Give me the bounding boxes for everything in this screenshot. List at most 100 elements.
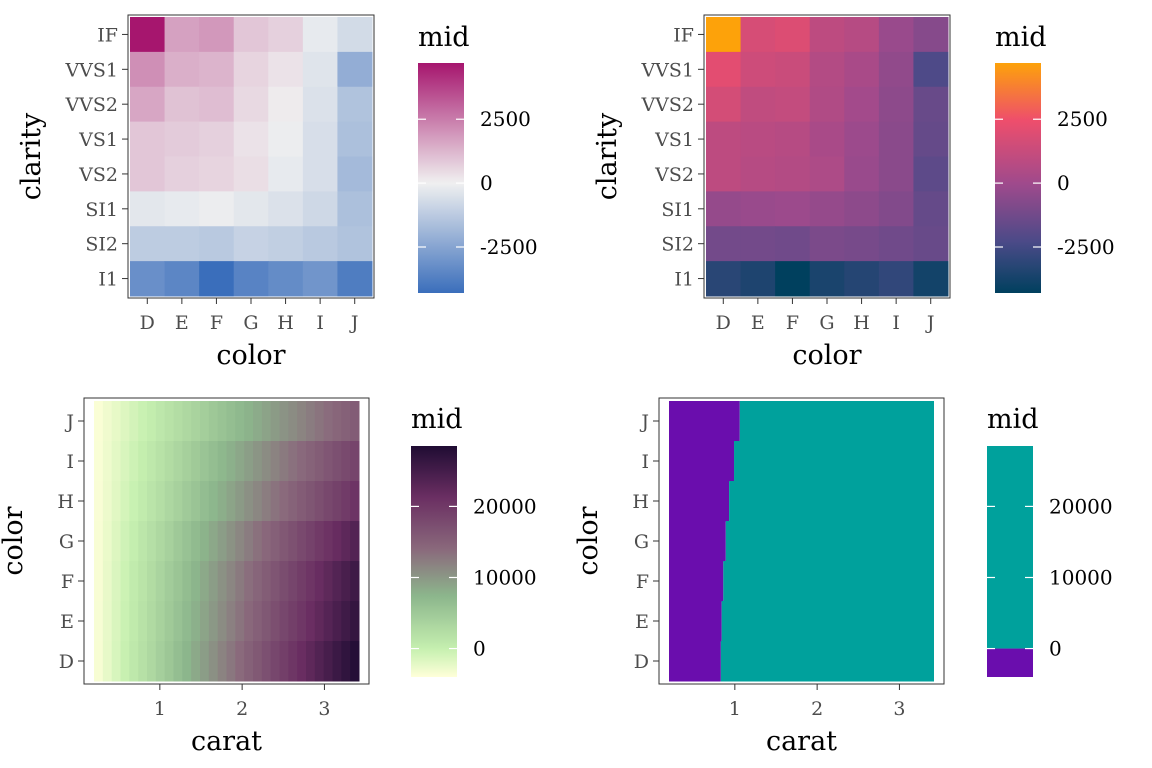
heatmap-tile — [323, 441, 333, 482]
heatmap-tile — [164, 561, 174, 602]
heatmap-tile — [138, 601, 148, 642]
heatmap-tile — [341, 521, 351, 562]
heatmap-tile — [306, 401, 316, 442]
heatmap-tile — [332, 401, 342, 442]
heatmap-tile — [913, 121, 949, 157]
heatmap-tile — [878, 156, 914, 192]
heatmap-tile — [111, 601, 121, 642]
heatmap-tile — [878, 226, 914, 262]
y-tick-label: VVS1 — [64, 59, 118, 81]
legend-colorbar — [987, 446, 1033, 649]
heatmap-tile — [775, 156, 811, 192]
heatmap-tile — [155, 481, 166, 522]
heatmap-tile — [279, 481, 289, 522]
x-tick-label: 3 — [318, 698, 330, 720]
heatmap-tile — [844, 86, 880, 123]
heatmap-tile — [164, 401, 174, 442]
heatmap-tile — [775, 17, 811, 53]
heatmap-tile — [669, 481, 730, 522]
heatmap-tile — [111, 521, 121, 562]
heatmap-tile — [244, 521, 254, 562]
heatmap-tile — [138, 561, 148, 602]
heatmap-tile — [314, 521, 325, 562]
heatmap-tile — [314, 441, 325, 482]
heatmap-tile — [253, 441, 263, 482]
heatmap-tile — [226, 441, 236, 482]
heatmap-tile — [669, 601, 722, 642]
x-tick-label: J — [349, 312, 359, 334]
heatmap-tile — [244, 601, 254, 642]
heatmap-tile — [706, 156, 742, 192]
heatmap-tile — [270, 641, 280, 682]
heatmap-tile — [268, 156, 304, 192]
heatmap-tile — [173, 561, 183, 602]
legend-colorbar — [411, 446, 457, 677]
heatmap-tile — [235, 521, 245, 562]
heatmap-tile — [809, 156, 845, 192]
heatmap-tile — [129, 601, 139, 642]
heatmap-tile — [235, 401, 245, 442]
heatmap-tile — [244, 401, 254, 442]
y-tick-label: I — [66, 451, 74, 473]
heatmap-tile — [253, 521, 263, 562]
heatmap-tile — [164, 86, 200, 123]
heatmap-tile — [297, 481, 307, 522]
heatmap-tile — [138, 521, 148, 562]
heatmap-tile — [302, 226, 338, 262]
heatmap-tile — [233, 156, 269, 192]
heatmap-tile — [94, 401, 104, 442]
heatmap-tile — [350, 441, 360, 482]
y-tick-label: VVS2 — [64, 94, 118, 116]
y-tick-label: H — [57, 491, 74, 513]
x-axis-title: carat — [766, 726, 837, 757]
heatmap-tile — [809, 191, 845, 227]
heatmap-tile — [261, 601, 272, 642]
heatmap-tile — [878, 86, 914, 123]
heatmap-tile — [332, 561, 342, 602]
heatmap-tile — [164, 121, 200, 157]
x-tick-label: H — [277, 312, 294, 334]
heatmap-tile — [226, 601, 236, 642]
heatmap-tile — [147, 481, 157, 522]
heatmap-tile — [740, 121, 776, 157]
heatmap-tile — [94, 521, 104, 562]
heatmap-tile — [217, 601, 227, 642]
heatmap-tile — [270, 521, 280, 562]
x-tick-label: I — [892, 312, 900, 334]
y-tick-label: SI2 — [85, 234, 118, 256]
heatmap-tile — [200, 521, 210, 562]
heatmap-tile — [720, 641, 934, 682]
heatmap-tile — [155, 521, 166, 562]
heatmap-tile — [297, 401, 307, 442]
legend-label: 20000 — [1049, 494, 1113, 518]
heatmap-tile — [314, 561, 325, 602]
heatmap-tile — [147, 521, 157, 562]
heatmap-tile — [775, 86, 811, 123]
heatmap-tile — [164, 191, 200, 227]
heatmap-tile — [332, 441, 342, 482]
x-tick-label: D — [716, 312, 731, 334]
heatmap-tile — [191, 641, 201, 682]
heatmap-tile — [233, 51, 269, 88]
heatmap-tile — [323, 641, 333, 682]
heatmap-tile — [279, 521, 289, 562]
heatmap-tile — [208, 601, 219, 642]
heatmap-tile — [191, 561, 201, 602]
heatmap-tile — [323, 561, 333, 602]
heatmap-tile — [217, 401, 227, 442]
heatmap-tile — [155, 601, 166, 642]
heatmap-tile — [235, 601, 245, 642]
heatmap-tile — [200, 561, 210, 602]
heatmap-tile — [208, 561, 219, 602]
heatmap-tile — [111, 481, 121, 522]
heatmap-tile — [297, 641, 307, 682]
y-axis-title: clarity — [592, 112, 623, 200]
y-tick-label: J — [64, 411, 74, 433]
x-tick-label: I — [316, 312, 324, 334]
heatmap-tile — [261, 401, 272, 442]
heatmap-tile — [270, 601, 280, 642]
heatmap-tile — [341, 601, 351, 642]
heatmap-tile — [332, 601, 342, 642]
heatmap-tile — [323, 481, 333, 522]
heatmap-tile — [94, 441, 104, 482]
